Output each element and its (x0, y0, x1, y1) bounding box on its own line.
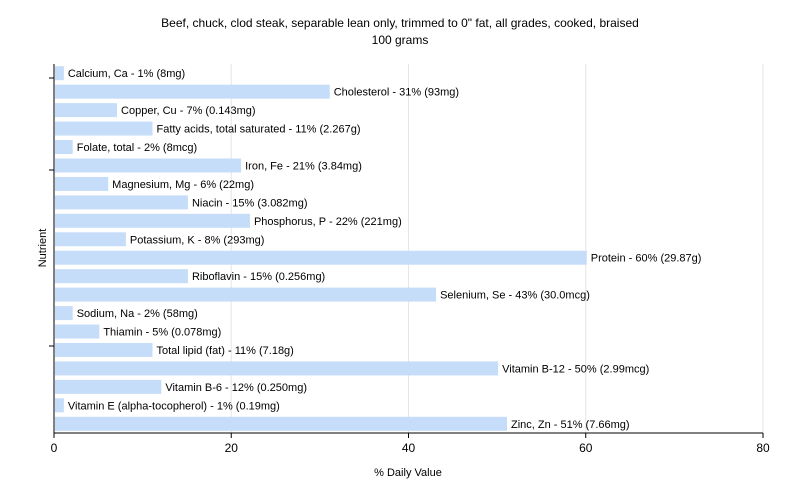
bar (55, 361, 499, 376)
bar (55, 250, 587, 265)
bar-label: Calcium, Ca - 1% (8mg) (68, 68, 185, 80)
bar (55, 398, 64, 413)
bar (55, 416, 507, 431)
bar (55, 306, 73, 321)
bar (55, 140, 73, 155)
bar (55, 342, 153, 357)
bar-label: Vitamin B-6 - 12% (0.250mg) (165, 382, 307, 394)
bar-label: Protein - 60% (29.87g) (591, 253, 702, 265)
x-tick-label: 0 (51, 441, 58, 455)
bars (55, 66, 587, 431)
bar-label: Vitamin E (alpha-tocopherol) - 1% (0.19m… (68, 400, 280, 412)
bar-label: Cholesterol - 31% (93mg) (334, 87, 459, 99)
axes (49, 64, 764, 438)
bar-labels: Calcium, Ca - 1% (8mg) Cholesterol - 31% … (68, 68, 702, 431)
bar (55, 195, 188, 210)
bar-label: Iron, Fe - 21% (3.84mg) (245, 160, 362, 172)
x-axis-title: % Daily Value (374, 467, 442, 479)
x-tick-label: 60 (579, 441, 593, 455)
bar-label: Niacin - 15% (3.082mg) (192, 197, 308, 209)
bar (55, 84, 330, 99)
bar-label: Vitamin B-12 - 50% (2.99mcg) (502, 363, 649, 375)
grid-lines (230, 64, 764, 433)
bar (55, 287, 437, 302)
bar (55, 324, 100, 339)
x-tick-label: 80 (756, 441, 770, 455)
bar-label: Folate, total - 2% (8mcg) (77, 142, 197, 154)
bar-label: Copper, Cu - 7% (0.143mg) (121, 105, 256, 117)
x-tick-label: 20 (225, 441, 239, 455)
bar-label: Fatty acids, total saturated - 11% (2.26… (156, 124, 360, 136)
bar-label: Potassium, K - 8% (293mg) (130, 234, 265, 246)
bar (55, 379, 162, 394)
bar (55, 213, 250, 228)
bar (55, 66, 64, 81)
bar-label: Sodium, Na - 2% (58mg) (77, 308, 198, 320)
bar-label: Riboflavin - 15% (0.256mg) (192, 271, 325, 283)
chart-title: Beef, chuck, clod steak, separable lean … (161, 16, 639, 30)
bar (55, 103, 118, 118)
bar (55, 121, 153, 136)
y-axis-title: Nutrient (37, 229, 49, 268)
bar-label: Selenium, Se - 43% (30.0mcg) (440, 290, 590, 302)
bar (55, 158, 242, 173)
bar-label: Total lipid (fat) - 11% (7.18g) (156, 345, 293, 357)
bar (55, 232, 126, 247)
bar (55, 269, 188, 284)
x-tick-label: 40 (402, 441, 416, 455)
bar (55, 176, 109, 191)
chart-subtitle: 100 grams (371, 33, 429, 47)
bar-label: Phosphorus, P - 22% (221mg) (254, 216, 402, 228)
bar-label: Magnesium, Mg - 6% (22mg) (112, 179, 254, 191)
bar-label: Thiamin - 5% (0.078mg) (103, 327, 221, 339)
bar-label: Zinc, Zn - 51% (7.66mg) (511, 419, 630, 431)
x-tick-labels: 0 20 40 60 80 (51, 441, 770, 455)
